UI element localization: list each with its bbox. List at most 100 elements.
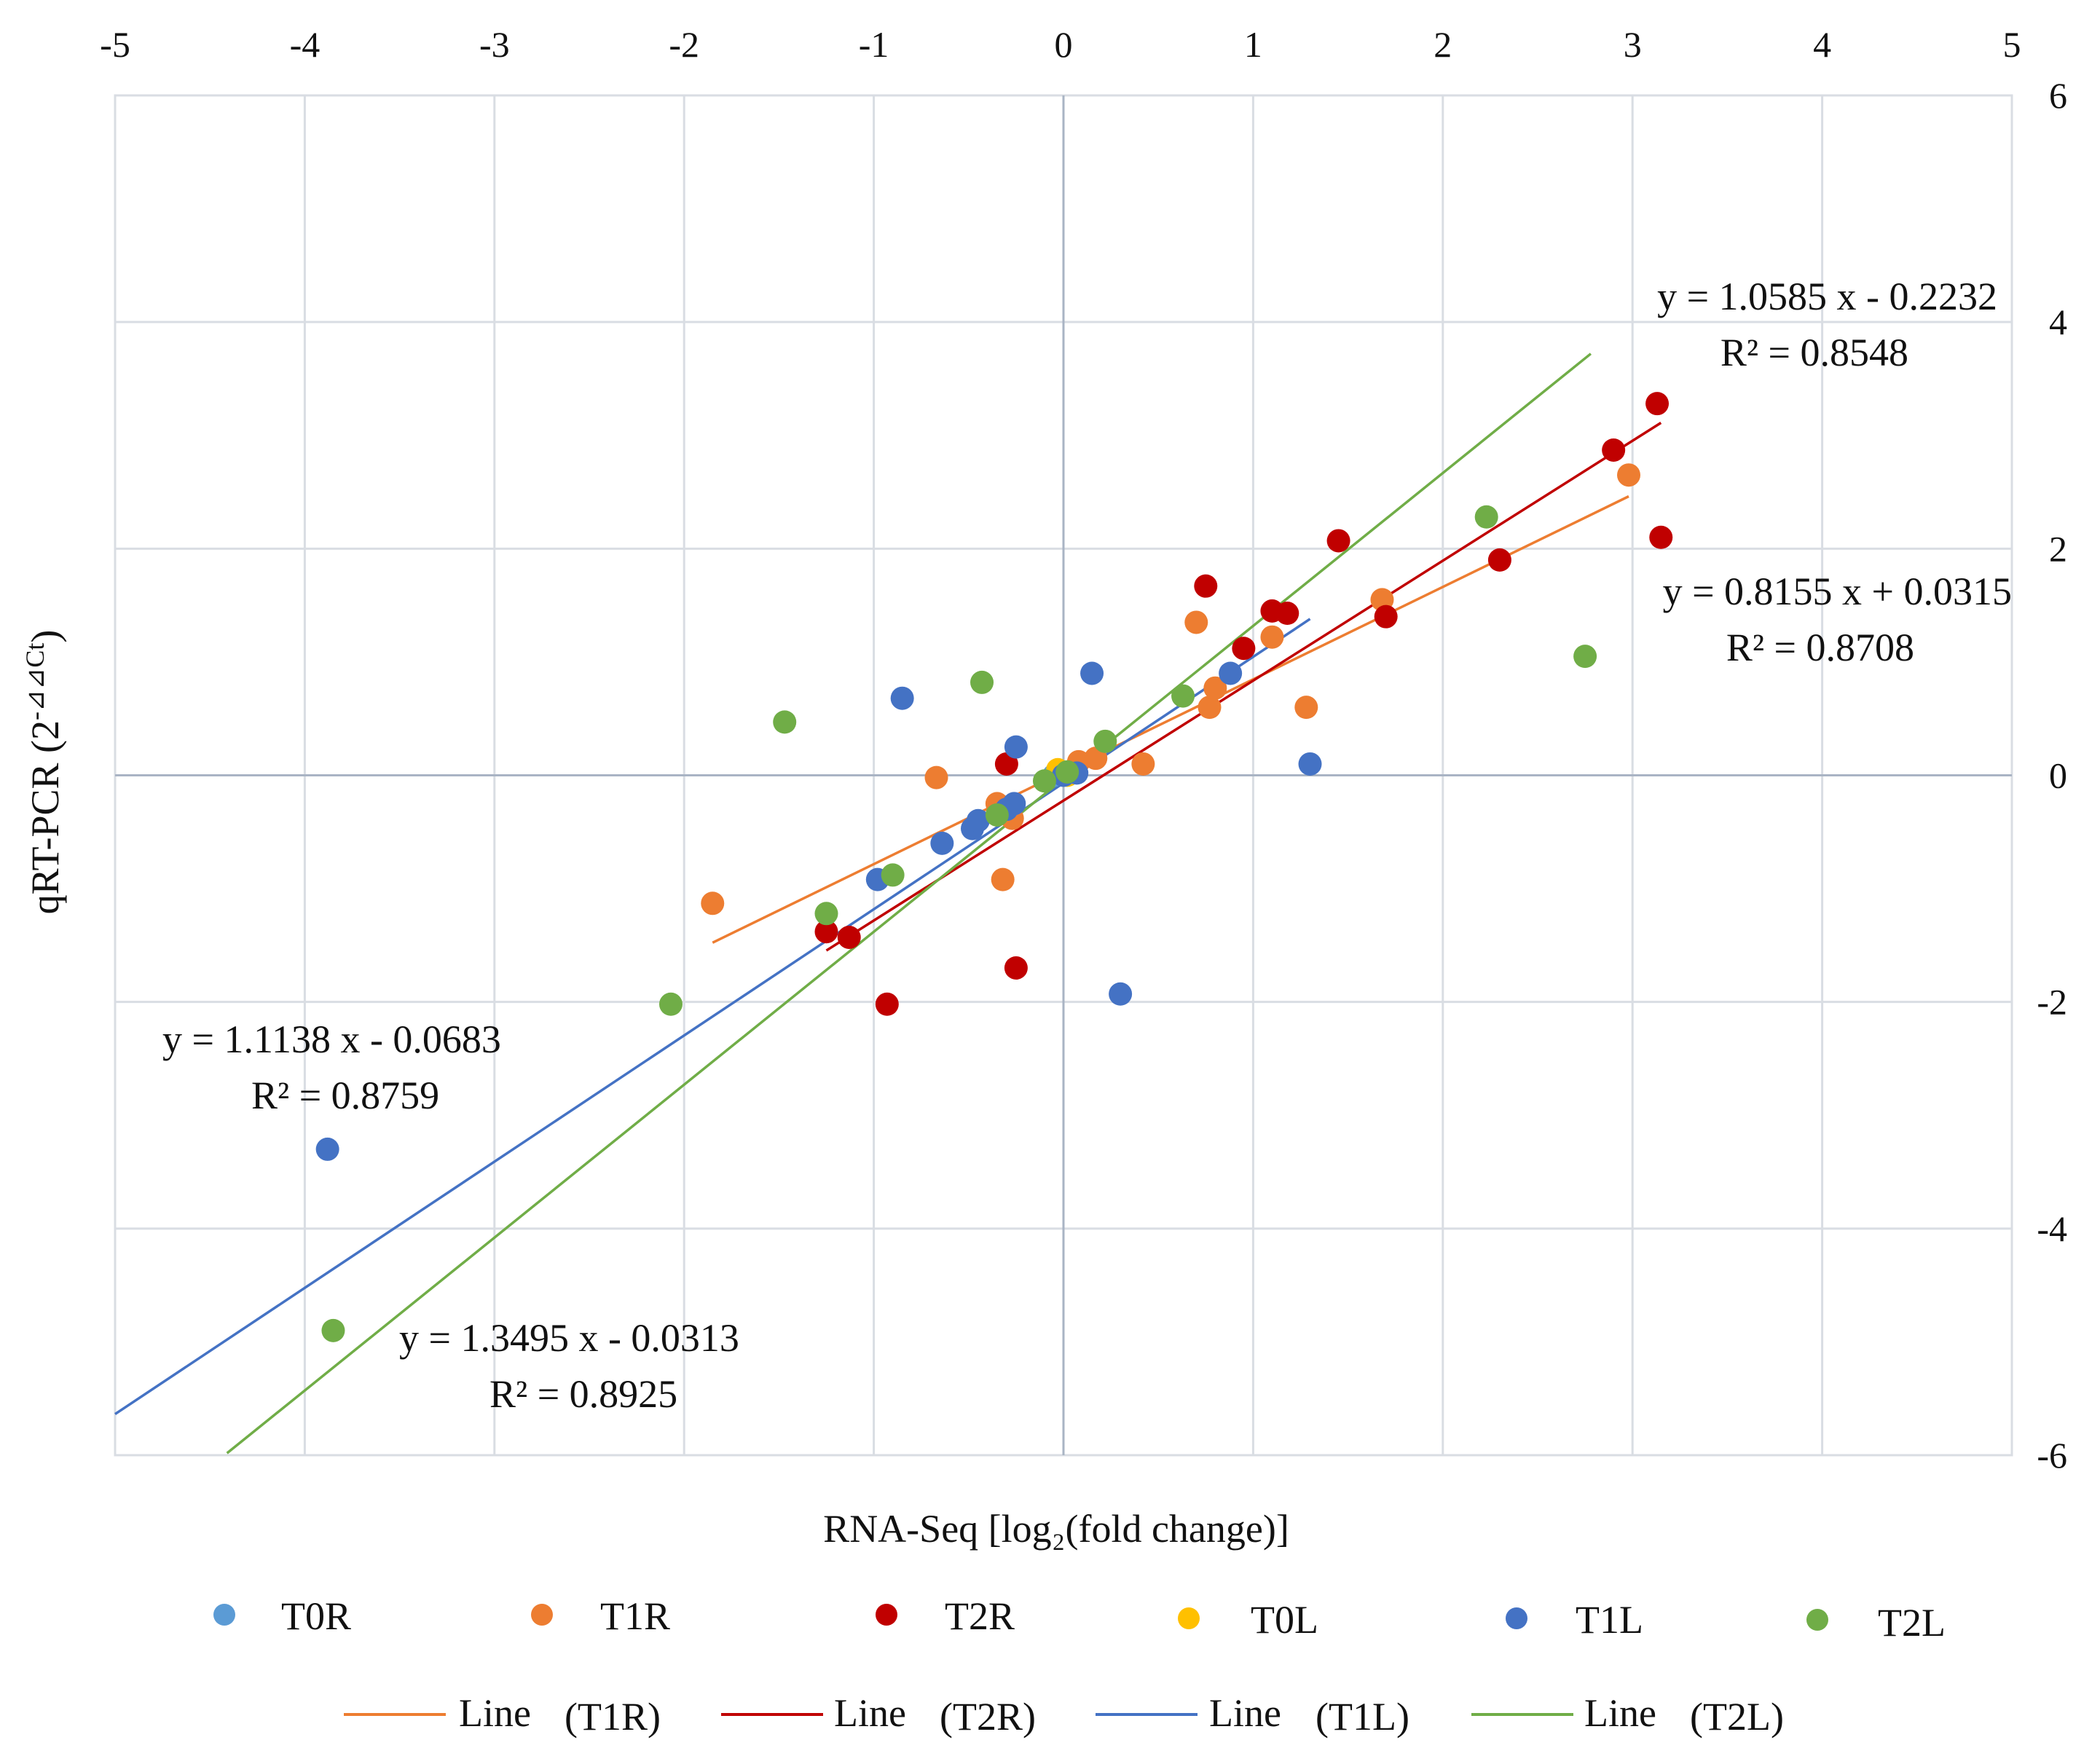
legend-item-t2r[interactable]: T2R [876,1594,1015,1638]
data-point-t2l [1055,760,1080,784]
legend-item-line-t2r[interactable]: Line (T2R) [721,1691,1036,1739]
legend-line-label-t1r: Line [459,1691,531,1735]
legend-label-t1l: T1L [1576,1598,1643,1642]
y-tick-label: 0 [2049,755,2067,796]
data-point-t2l [658,992,683,1016]
data-point-t2l [985,803,1009,827]
trendline-t2l [226,353,1592,1454]
data-point-layer [315,392,1673,1342]
equation-t1l: y = 1.1138 x - 0.0683 [162,1017,501,1061]
data-point-t1r [1616,463,1640,487]
data-point-t2r [875,992,899,1016]
x-tick-label: -5 [100,24,130,65]
data-point-t2l [881,863,905,887]
x-tick-label: -2 [669,24,699,65]
legend-swatch-t1l [1506,1607,1527,1629]
y-axis-title-main: qRT-PCR (2 [23,720,67,914]
data-point-t1r [1203,676,1227,700]
x-tick-label: 5 [2003,24,2021,65]
trendline-t2r [825,421,1662,952]
y-tick-label: 2 [2049,528,2067,569]
data-point-t1r [924,765,948,790]
r2-t2r: R² = 0.8548 [1720,331,1908,374]
data-point-t1r [1084,747,1108,771]
equation-annotations: y = 1.0585 x - 0.2232 R² = 0.8548 y = 0.… [162,275,2012,1416]
data-point-t1l [1109,982,1133,1006]
x-tick-label: -1 [859,24,889,65]
legend-item-line-t1l[interactable]: Line (T1L) [1096,1691,1409,1739]
legend-item-t2l[interactable]: T2L [1806,1601,1946,1645]
legend-label-t2l: T2L [1878,1601,1946,1645]
data-point-t1r [1294,696,1318,720]
legend-label-t0l: T0L [1251,1598,1318,1642]
data-point-t2l [1093,729,1117,753]
legend-label-t1r: T1R [600,1594,670,1638]
trendline-t1l [114,618,1311,1416]
data-point-t2r [1004,956,1028,980]
legend-lines: Line (T1R) Line (T2R) Line (T1L) Line (T… [344,1691,1784,1739]
data-point-t2l [1573,645,1597,669]
legend-swatch-t1r [531,1604,553,1626]
y-axis-title: qRT-PCR (2-⊿⊿Ct) [20,630,67,915]
data-point-t2l [1032,769,1056,793]
data-point-t1r [1131,752,1155,776]
x-tick-label: 2 [1434,24,1452,65]
legend-line-label-t2r: Line [834,1691,906,1735]
data-point-t2r [1275,602,1299,626]
y-axis-title-close: ) [23,630,67,643]
data-point-t2r [837,925,861,949]
legend-line-label-t1l: Line [1209,1691,1281,1735]
data-point-t2r [1326,529,1350,553]
y-tick-label: -4 [2037,1208,2067,1249]
legend-item-t0r[interactable]: T0R [213,1594,351,1638]
data-point-t2r [1374,605,1398,629]
y-axis-title-superscript: -⊿⊿Ct [20,643,50,720]
legend-item-line-t2l[interactable]: Line (T2L) [1471,1691,1784,1739]
data-point-t2r [1602,438,1626,462]
y-tick-label: -6 [2037,1435,2067,1476]
data-point-t2r [1645,392,1670,416]
data-point-t1l [930,831,954,855]
data-point-t2r [1194,574,1218,598]
legend-label-t2r: T2R [945,1594,1015,1638]
data-point-t1l [1002,792,1026,816]
legend-line-series-t2r: (T2R) [940,1695,1036,1739]
legend-item-t1r[interactable]: T1R [531,1594,670,1638]
x-tick-label: 0 [1055,24,1073,65]
equation-t1r: y = 0.8155 x + 0.0315 [1663,570,2012,613]
y-tick-label: 6 [2049,75,2067,116]
data-point-t1l [1080,661,1104,685]
legend-markers: T0R T1R T2R T0L T1L T2L [213,1594,1946,1645]
trendline-t1r [712,495,1629,944]
y-tick-label: 4 [2049,302,2067,342]
data-point-t2r [1649,525,1673,549]
data-point-t2r [1487,548,1511,572]
x-tick-label: 1 [1244,24,1262,65]
legend-line-series-t2l: (T2L) [1690,1695,1784,1739]
data-point-t1l [315,1137,339,1161]
data-point-t1l [1298,752,1322,776]
legend-swatch-t0l [1178,1607,1200,1629]
r2-t1r: R² = 0.8708 [1726,626,1914,669]
tick-labels: -5 -4 -3 -2 -1 0 1 2 3 4 5 -6 -4 -2 0 2 4 6 [100,24,2067,1476]
legend-item-t0l[interactable]: T0L [1178,1598,1318,1642]
legend-line-label-t2l: Line [1584,1691,1656,1735]
data-point-t1l [890,686,914,710]
x-axis-title: RNA-Seq [log₂(fold change)] [823,1507,1289,1551]
data-point-t1r [1184,610,1208,634]
data-point-t2l [321,1318,345,1342]
data-point-t2r [1232,637,1256,661]
legend-line-series-t1l: (T1L) [1316,1695,1409,1739]
legend-swatch-t2r [876,1604,897,1626]
legend-item-line-t1r[interactable]: Line (T1R) [344,1691,661,1739]
trendline-layer [114,353,1662,1454]
data-point-t1r [1198,696,1222,720]
data-point-t1r [991,867,1015,891]
legend-swatch-t2l [1806,1609,1828,1631]
data-point-t2r [814,920,838,944]
legend-item-t1l[interactable]: T1L [1506,1598,1643,1642]
x-tick-label: -4 [290,24,320,65]
data-point-t1r [701,891,725,916]
x-tick-label: 3 [1624,24,1642,65]
